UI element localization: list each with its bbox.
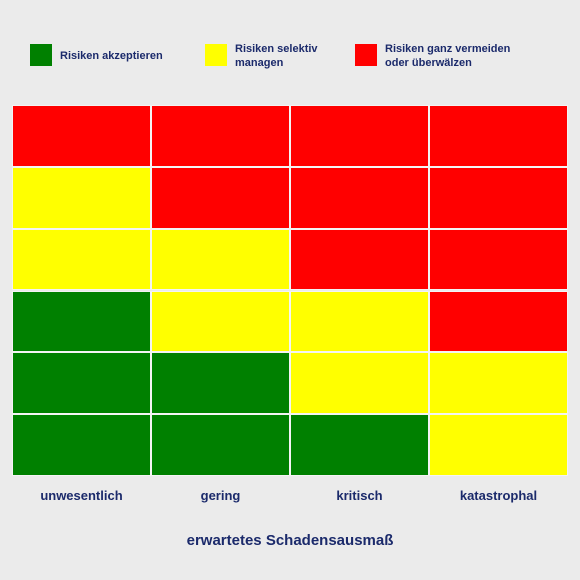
matrix-cell [290, 105, 429, 167]
legend-swatch [30, 44, 52, 66]
legend-label: Risiken ganz vermeiden [385, 43, 511, 55]
column-label: unwesentlich [40, 488, 123, 503]
legend-label: Risiken akzeptieren [60, 50, 163, 62]
matrix-cell [429, 228, 568, 291]
matrix-cell [12, 290, 151, 353]
matrix-cell [290, 352, 429, 415]
matrix-cell [12, 414, 151, 476]
matrix-cell [12, 352, 151, 415]
legend-label: oder überwälzen [385, 57, 472, 69]
matrix-cell [12, 228, 151, 291]
matrix-cell [429, 105, 568, 167]
matrix-cell [151, 414, 290, 476]
legend-label: Risiken selektiv [235, 43, 318, 55]
matrix-cell [429, 414, 568, 476]
legend-swatch [205, 44, 227, 66]
matrix-cell [151, 352, 290, 415]
column-label: katastrophal [459, 488, 538, 503]
matrix-cell [151, 228, 290, 291]
matrix-cell [290, 228, 429, 291]
matrix-cell [290, 290, 429, 353]
matrix-cell [290, 166, 429, 229]
column-label: kritisch [336, 488, 383, 503]
matrix-cell [151, 290, 290, 353]
matrix-cell [12, 105, 151, 167]
legend-label: managen [235, 57, 284, 69]
legend-swatch [355, 44, 377, 66]
axis-title: erwartetes Schadensausmaß [186, 532, 394, 549]
matrix-cell [151, 105, 290, 167]
matrix-cell [429, 166, 568, 229]
matrix-cell [429, 352, 568, 415]
column-label: gering [200, 488, 241, 503]
matrix-cell [151, 166, 290, 229]
matrix-cell [429, 290, 568, 353]
matrix-cell [290, 414, 429, 476]
matrix-cell [12, 166, 151, 229]
